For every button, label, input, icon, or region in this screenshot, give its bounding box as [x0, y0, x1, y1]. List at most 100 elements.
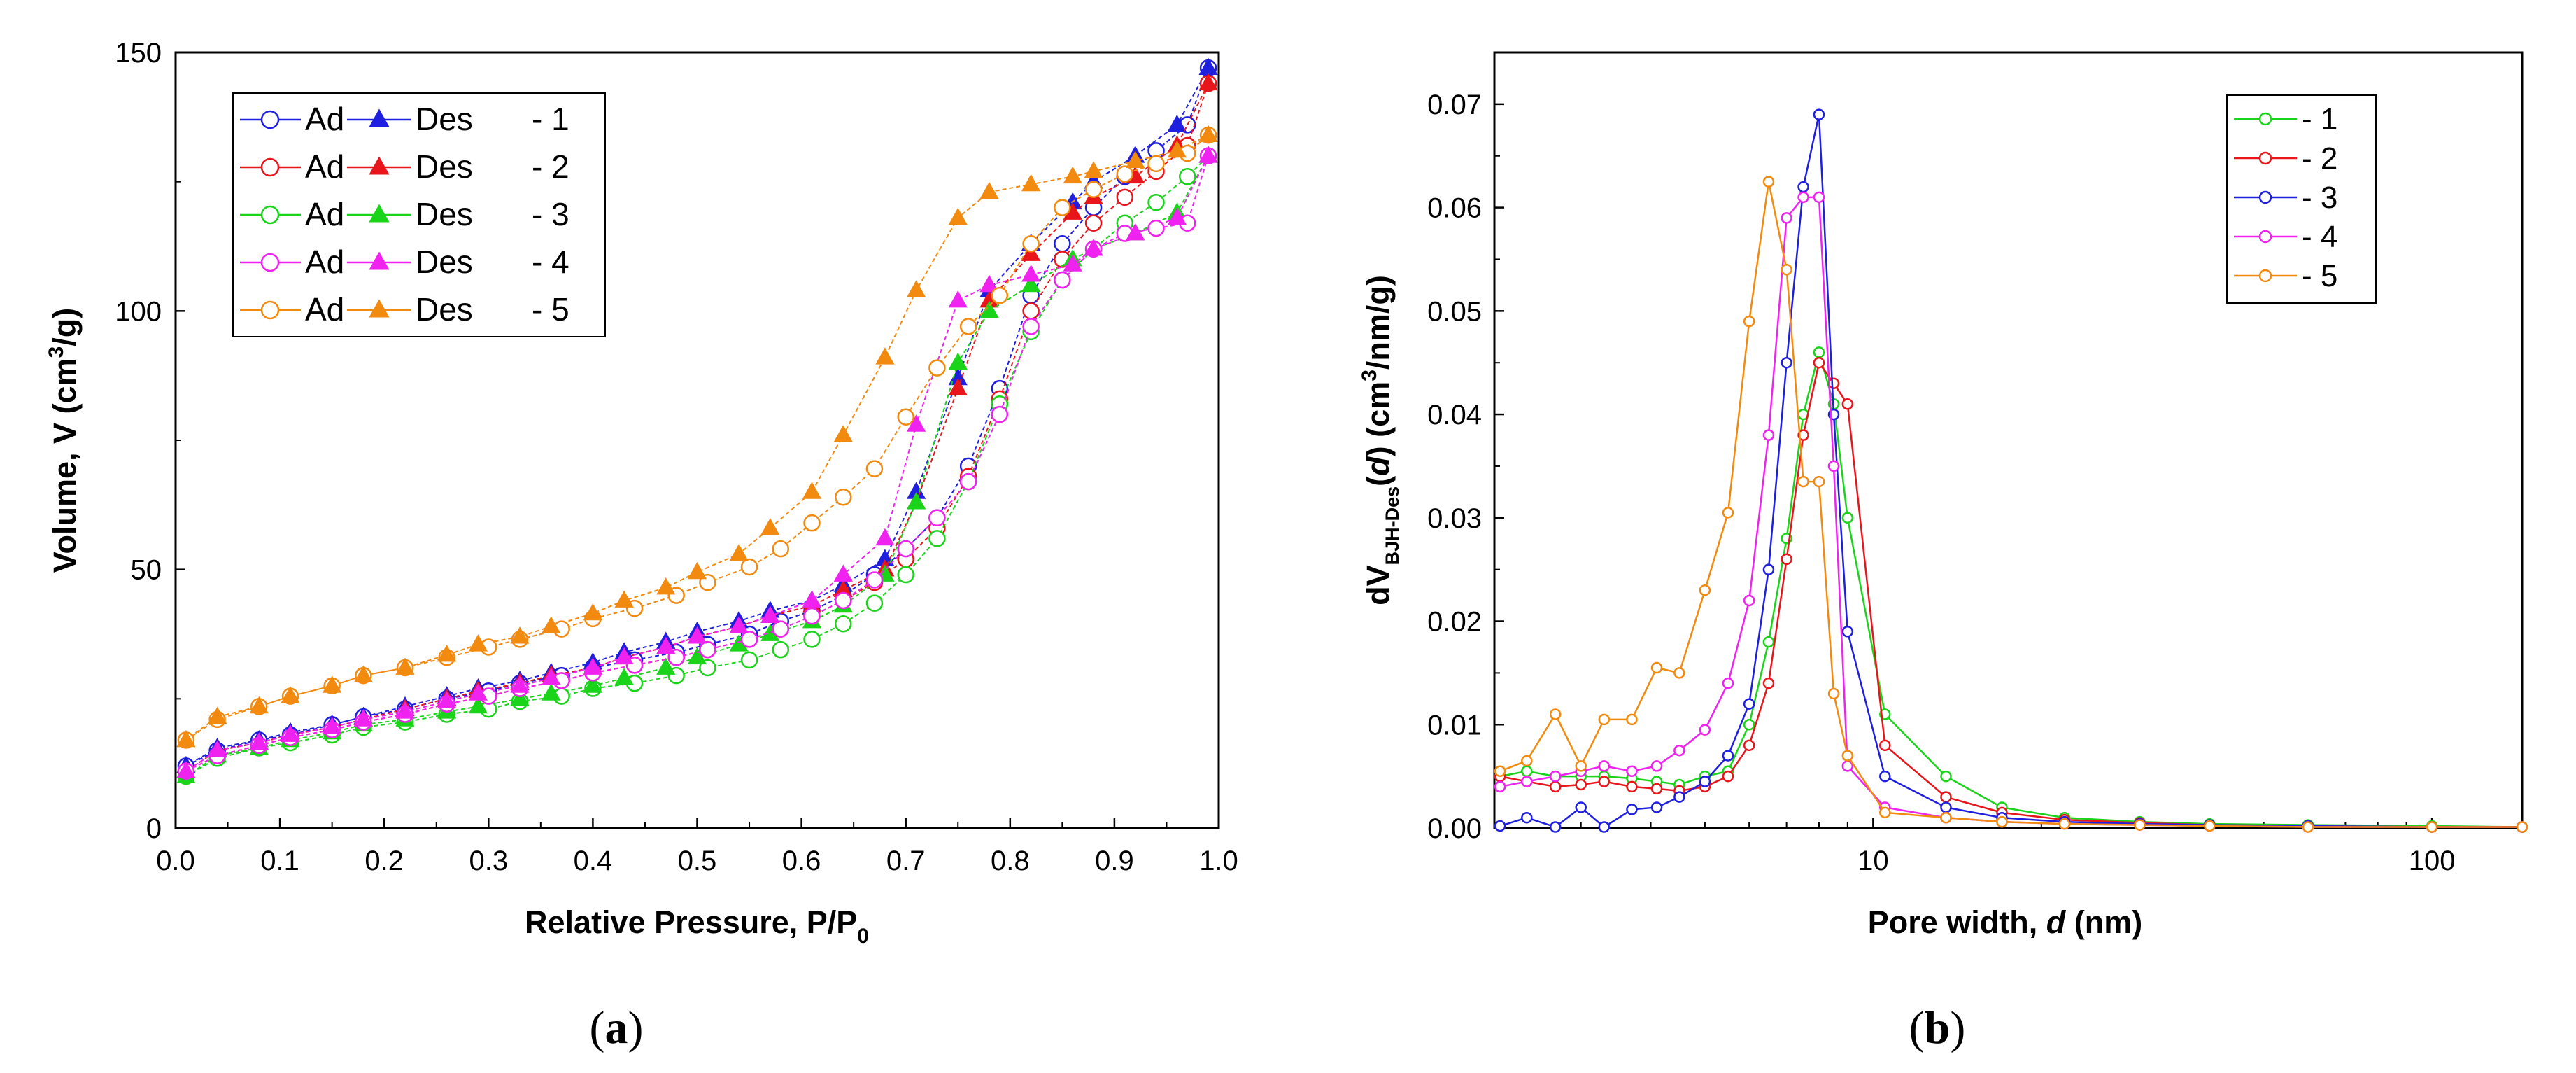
panel-a-ad-point	[928, 509, 946, 527]
panel-b-point	[1699, 724, 1711, 736]
panel-a-des-point	[802, 482, 822, 499]
panel-a-ad-point	[865, 571, 884, 589]
panel-b-point	[1762, 429, 1775, 441]
panel-b-legend: - 1 - 2 - 3 - 4 - 5	[2226, 94, 2377, 304]
panel-b-point	[1722, 770, 1734, 783]
panel-a-legend-des-marker	[369, 251, 390, 270]
panel-a-ad-point	[1116, 188, 1134, 206]
panel-a-ad-point	[959, 318, 977, 335]
panel-b-point	[1549, 770, 1562, 783]
panel-a-des-point	[760, 605, 780, 623]
panel-b-legend-marker	[2258, 230, 2272, 244]
panel-b-point	[2426, 821, 2438, 833]
panel-b-point	[1781, 212, 1792, 224]
panel-b-y-axis-label-superscript: 3	[1358, 370, 1381, 381]
panel-b-legend-marker	[2258, 112, 2272, 126]
panel-b-legend-entry-label: - 4	[2302, 220, 2337, 254]
panel-b-point	[1996, 815, 2008, 828]
panel-b-point	[1743, 315, 1755, 328]
panel-a-des-point	[1063, 254, 1082, 272]
panel-a-x-tick-label: 0.2	[365, 846, 404, 876]
panel-b-point	[1673, 744, 1685, 757]
panel-a-des-point	[1021, 244, 1041, 261]
panel-a-des-point	[875, 528, 895, 546]
panel-a-des-point	[353, 709, 374, 727]
panel-a-legend-ad-label: Ad	[305, 101, 344, 137]
panel-a-ad-point	[1084, 214, 1103, 232]
panel-a-ad-point	[1054, 199, 1071, 216]
panel-b-point	[1521, 811, 1533, 824]
panel-b-point	[1940, 770, 1952, 783]
panel-b-point	[1827, 687, 1840, 700]
panel-a-des-point	[802, 590, 822, 608]
panel-a-legend-ad-label: Ad	[305, 244, 344, 280]
panel-b-point	[1940, 791, 1952, 803]
panel-b-x-tick-label: 10	[1857, 846, 1889, 876]
panel-a-legend-des-label: Des	[416, 244, 473, 280]
panel-b-point	[1598, 713, 1611, 726]
panel-b-point	[1650, 760, 1663, 772]
panel-b-legend-marker	[2258, 190, 2272, 204]
panel-a-des-point	[542, 668, 561, 685]
panel-a-x-tick-label: 0.8	[991, 846, 1030, 876]
panel-b-point	[1494, 780, 1506, 793]
panel-a-des-point	[1021, 265, 1041, 282]
panel-a-legend-entry-label: - 2	[532, 148, 569, 185]
panel-a-y-tick-label: 50	[131, 555, 162, 586]
panel-b-point	[1650, 783, 1663, 795]
panel-a-des-point	[1167, 114, 1187, 132]
panel-b-y-axis-label: dVBJH-Des(d) (cm3/nm/g)	[1358, 275, 1403, 605]
panel-a-y-tick-label: 150	[115, 38, 162, 69]
panel-b-point	[1879, 806, 1891, 819]
panel-a-caption: (a)	[590, 1002, 644, 1053]
panel-b-point	[1673, 667, 1685, 679]
panel-b-point	[1797, 181, 1809, 193]
panel-a-ad-point	[772, 620, 790, 638]
panel-a-des-point	[948, 352, 968, 370]
panel-b-series-5	[1494, 176, 2528, 833]
panel-a-ad-point	[991, 286, 1009, 304]
panel-b-point	[1762, 563, 1775, 575]
panel-a-x-tick-label: 0.5	[678, 846, 717, 876]
panel-b-point	[1841, 398, 1854, 410]
panel-a-des-point	[614, 647, 634, 665]
panel-b-point	[1940, 801, 1952, 813]
panel-a-des-point	[542, 683, 561, 701]
panel-b-point	[2134, 819, 2146, 831]
panel-a-legend-ad-label: Ad	[305, 196, 344, 232]
panel-b-y-axis-label-subscript: BJH-Des	[1382, 486, 1403, 566]
panel-a-des-point	[1063, 166, 1082, 184]
panel-b-point	[1797, 475, 1809, 488]
panel-b-legend-entry-label: - 1	[2302, 102, 2337, 136]
panel-a-ad-point	[1147, 193, 1165, 211]
panel-a-des-point	[583, 675, 603, 693]
panel-a-x-tick-label: 0.4	[574, 846, 613, 876]
panel-b-point	[1781, 356, 1792, 369]
panel-a-des-point	[583, 657, 603, 675]
panel-b-legend-marker	[2258, 151, 2272, 165]
panel-b-point	[2516, 821, 2528, 833]
panel-a-des-point	[906, 280, 926, 297]
panel-a-des-point	[687, 626, 707, 644]
panel-b-point	[1626, 765, 1638, 777]
panel-b-point	[1626, 804, 1638, 815]
panel-a-des-line-5	[185, 134, 1209, 741]
panel-b-legend-box	[2226, 94, 2377, 304]
panel-a-ad-point	[928, 530, 946, 547]
panel-a-ad-point	[1022, 302, 1040, 320]
panel-a-legend-des-marker	[369, 156, 390, 175]
panel-b-y-tick-label: 0.02	[1427, 607, 1482, 638]
panel-b-y-tick-label: 0.07	[1427, 90, 1482, 120]
panel-a-ad-point	[897, 566, 914, 584]
panel-b-point	[1549, 821, 1562, 833]
panel-b-y-tick-label: 0.01	[1427, 710, 1482, 741]
panel-a-des-point	[510, 675, 530, 693]
panel-b-point	[1762, 677, 1775, 689]
panel-b-point	[1521, 755, 1533, 767]
panel-b-point	[1575, 778, 1587, 791]
panel-b-point	[1575, 760, 1587, 772]
panel-b-point	[1722, 750, 1734, 762]
panel-a-ad-point	[1116, 165, 1134, 183]
panel-a-series-4	[176, 146, 1218, 780]
panel-b-point	[1841, 760, 1854, 772]
